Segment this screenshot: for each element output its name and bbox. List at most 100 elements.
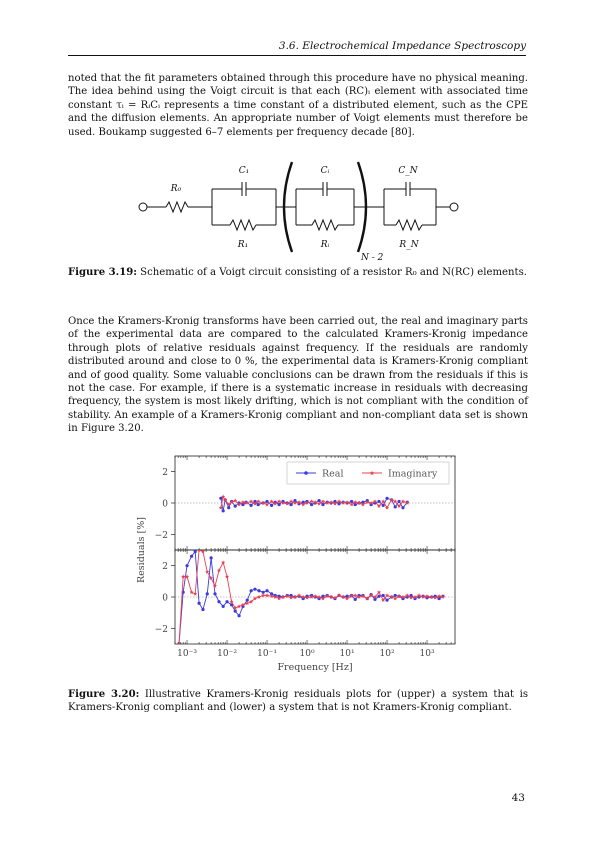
data-point: [385, 598, 389, 602]
data-point: [313, 500, 318, 504]
data-point: [421, 594, 426, 599]
data-point: [376, 503, 382, 508]
data-point: [381, 499, 386, 504]
data-point: [356, 594, 362, 599]
y-tick-label: −2: [155, 625, 168, 635]
data-point: [409, 595, 414, 600]
data-point: [269, 594, 274, 598]
data-point: [189, 590, 194, 595]
data-point: [265, 589, 269, 593]
data-point: [261, 500, 266, 505]
data-point: [384, 505, 390, 510]
data-point: [289, 502, 293, 507]
data-point: [240, 500, 246, 504]
data-point: [341, 594, 346, 599]
data-point: [316, 501, 322, 506]
figure-3-19-caption: Figure 3.19: Schematic of a Voigt circui…: [68, 266, 528, 279]
data-point: [304, 595, 310, 600]
voigt-circuit-diagram: R₀ C₁ Cᵢ C_N R₁ Rᵢ R_N N - 2: [138, 161, 459, 263]
y-tick-label: 0: [162, 594, 168, 604]
data-point: [233, 498, 238, 503]
data-point: [353, 593, 358, 598]
data-point: [227, 506, 231, 510]
data-point: [249, 503, 253, 507]
label-exponent: N - 2: [360, 253, 384, 263]
data-point: [369, 500, 374, 505]
legend-real-label: Real: [322, 469, 343, 480]
label-ci: Cᵢ: [321, 166, 330, 176]
data-point: [253, 499, 257, 504]
data-point: [321, 594, 325, 598]
data-point: [261, 590, 265, 594]
paragraph-2: Once the Kramers-Kronig transforms have …: [68, 316, 528, 435]
data-point: [356, 500, 362, 505]
data-point: [372, 594, 378, 599]
data-point: [360, 594, 366, 598]
data-point: [261, 593, 266, 598]
data-point: [400, 499, 406, 504]
data-point: [313, 594, 318, 598]
header-rule: [68, 55, 526, 56]
data-point: [433, 595, 438, 600]
data-point: [381, 503, 385, 507]
data-point: [229, 500, 234, 504]
data-point: [289, 595, 294, 600]
data-point: [280, 594, 286, 599]
x-tick-label: 10²: [380, 649, 395, 659]
left-terminal: [138, 202, 148, 212]
page-number: 43: [511, 792, 525, 804]
data-point: [365, 596, 370, 601]
data-point: [389, 497, 394, 502]
data-point: [289, 499, 294, 504]
figure-3-20-text: Illustrative Kramers-Kronig residuals pl…: [68, 689, 528, 714]
data-point: [292, 594, 298, 599]
data-point: [197, 601, 201, 605]
right-parenthesis: [356, 161, 368, 253]
data-point: [218, 505, 223, 510]
data-point: [226, 502, 231, 507]
data-point: [325, 594, 330, 598]
data-point: [224, 574, 230, 579]
data-point: [233, 609, 237, 613]
data-point: [401, 506, 405, 510]
data-point: [276, 596, 282, 601]
data-point: [412, 594, 418, 599]
data-point: [436, 594, 442, 598]
series-imaginary: [218, 494, 410, 510]
data-point: [277, 594, 281, 598]
upper-plot-layer: −2 0 2: [155, 456, 456, 550]
data-point: [184, 574, 190, 579]
data-point: [353, 597, 357, 601]
data-point: [309, 499, 314, 504]
data-point: [376, 590, 382, 595]
data-point: [385, 496, 389, 500]
data-point: [256, 594, 262, 599]
data-point: [301, 502, 306, 507]
kk-residuals-chart: −2 0 2 −2 0 2 10⁻³ 10⁻² 10⁻¹ 10⁰ 10¹ 10² 10³ Real I…: [136, 455, 456, 673]
data-point: [256, 499, 261, 504]
data-point: [221, 560, 226, 565]
data-point: [304, 500, 310, 505]
data-point: [200, 550, 206, 554]
label-c1: C₁: [239, 166, 250, 176]
data-point: [237, 614, 241, 618]
data-point: [269, 592, 274, 596]
data-point: [197, 550, 201, 552]
data-point: [321, 502, 325, 507]
x-tick-label: 10⁻²: [217, 649, 237, 659]
data-point: [365, 500, 370, 504]
data-point: [193, 591, 198, 596]
data-point: [349, 502, 354, 507]
data-point: [245, 598, 249, 602]
data-point: [309, 594, 314, 599]
lower-plot-layer: −2 0 2 10⁻³ 10⁻² 10⁻¹ 10⁰ 10¹ 10² 10³: [155, 550, 456, 659]
data-point: [296, 593, 302, 598]
data-point: [381, 593, 385, 598]
data-point: [389, 594, 394, 599]
data-point: [301, 594, 306, 599]
data-point: [344, 500, 350, 504]
data-point: [349, 499, 354, 504]
data-point: [396, 503, 402, 508]
data-point: [223, 497, 228, 502]
series-imaginary: [176, 550, 446, 644]
